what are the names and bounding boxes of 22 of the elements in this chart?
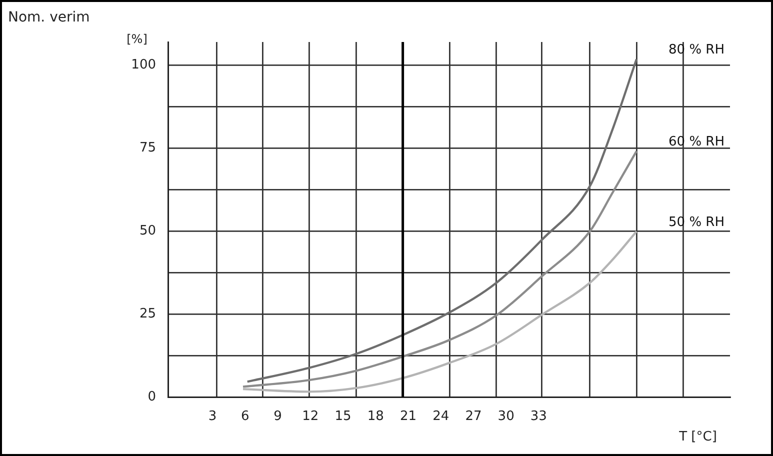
line-series	[242, 150, 638, 388]
x-tick-label: 21	[400, 409, 417, 424]
x-axis-title: T [°C]	[678, 429, 717, 444]
y-tick-label: 0	[148, 389, 156, 404]
x-tick-label: 27	[465, 409, 482, 424]
y-tick-label: 75	[139, 140, 156, 156]
y-tick-label: 100	[131, 58, 156, 73]
y-tick-label: 50	[139, 223, 156, 238]
x-tick-label: 6	[241, 409, 250, 424]
line-series	[246, 58, 638, 383]
x-tick-label: 3	[208, 409, 217, 424]
x-tick-label: 9	[274, 409, 282, 424]
x-tick-label: 18	[367, 409, 384, 424]
text: Nom. verim	[8, 10, 90, 26]
x-tick-label: 15	[334, 409, 352, 424]
x-tick-label: 33	[530, 409, 547, 424]
y-axis-title: [%]	[126, 32, 148, 46]
line-series	[242, 230, 638, 393]
x-tick-label: 30	[498, 409, 514, 424]
x-tick-label: 12	[302, 409, 319, 424]
x-tick-label: 24	[432, 409, 450, 424]
y-tick-label: 25	[139, 306, 156, 322]
